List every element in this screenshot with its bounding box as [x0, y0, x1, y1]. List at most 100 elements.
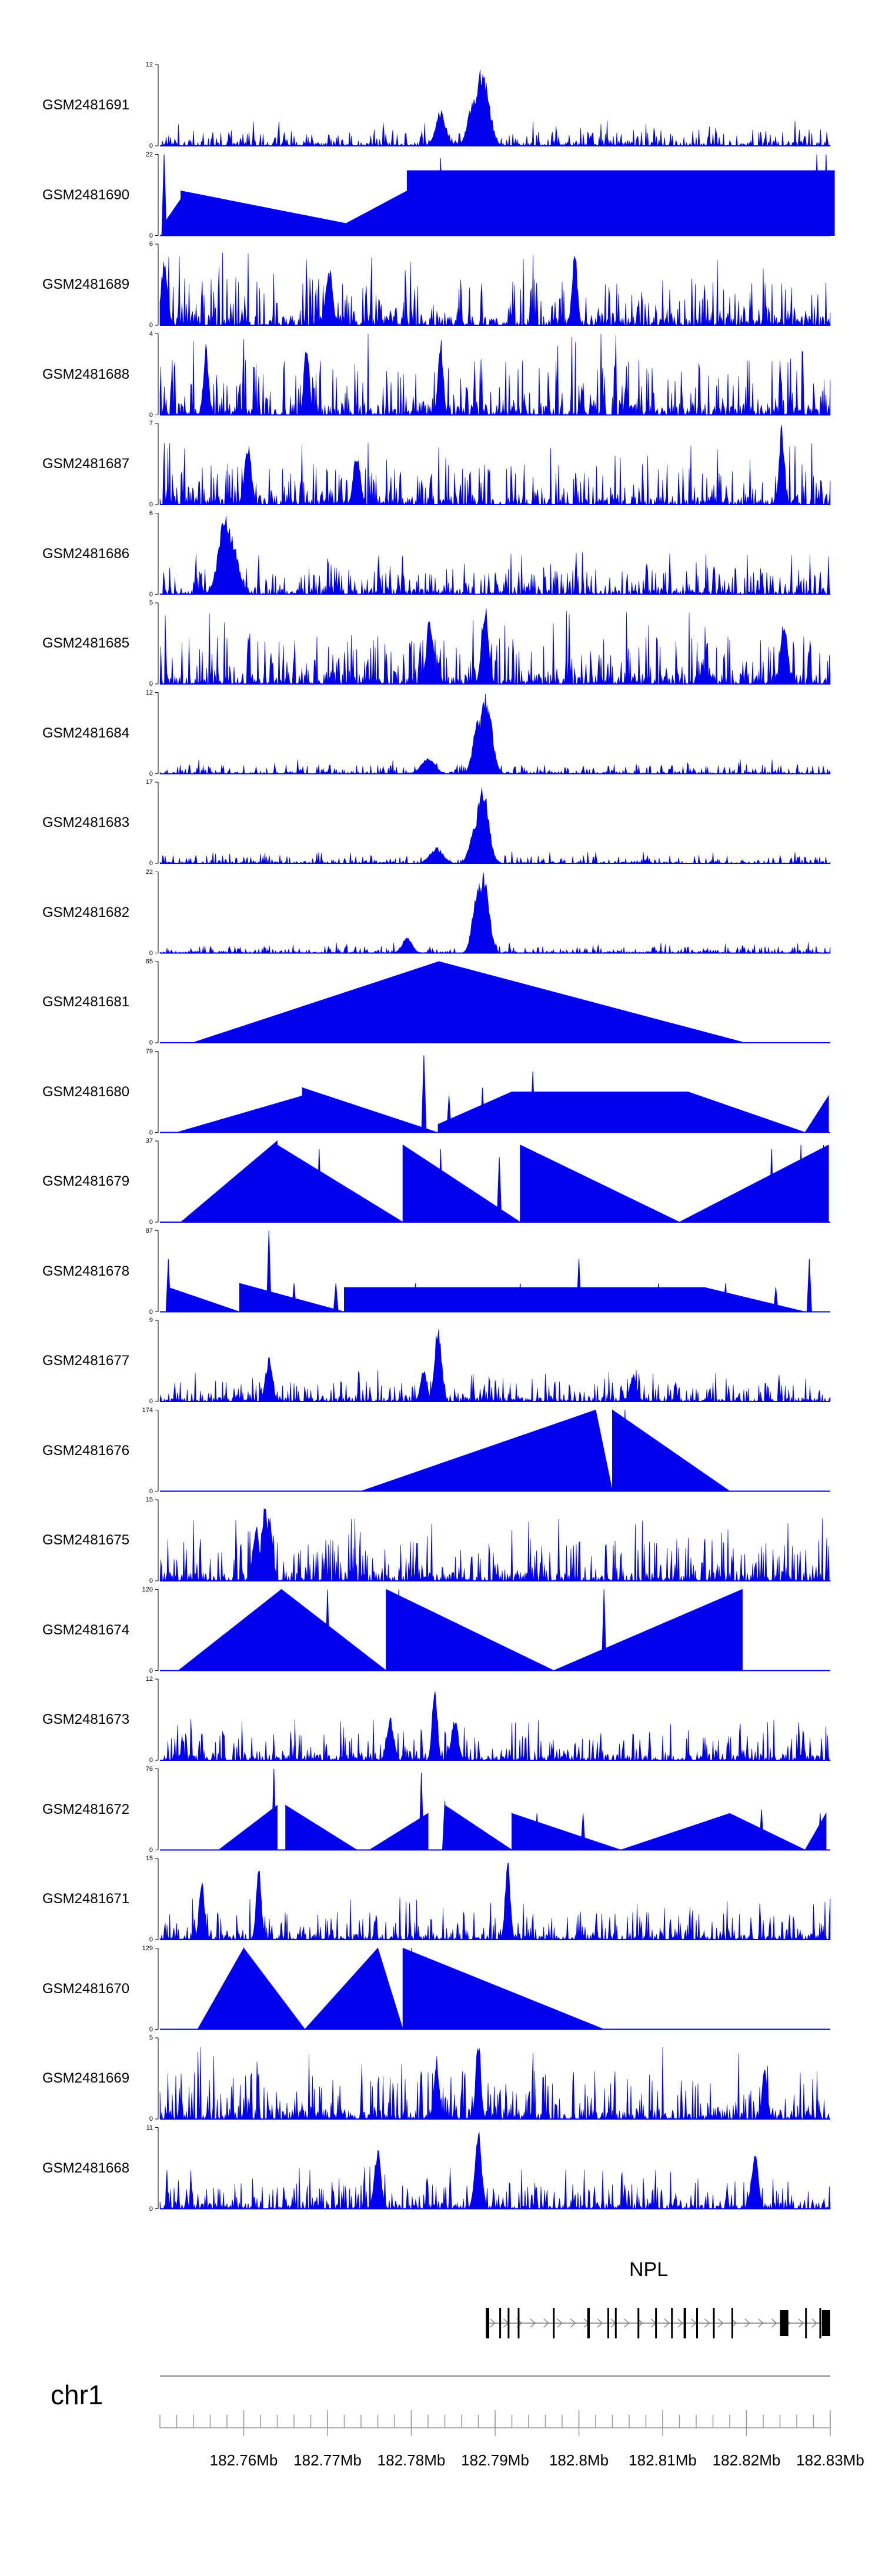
coverage-area [159, 608, 831, 685]
tick-label: 182.8Mb [549, 2451, 609, 2469]
exon [637, 2308, 640, 2338]
tick-label: 182.76Mb [209, 2451, 278, 2469]
coverage-segment [579, 1287, 705, 1312]
strand-arrow [744, 2318, 750, 2328]
chromosome-label: chr1 [51, 2380, 103, 2410]
coverage-spike [266, 1230, 272, 1312]
coverage-area [159, 2132, 831, 2210]
coverage-spike [530, 1071, 536, 1133]
track-GSM2481691 [155, 64, 831, 147]
track-GSM2481678 [155, 1230, 830, 1313]
strand-arrow [490, 2318, 496, 2328]
y-min-label: 0 [149, 1757, 153, 1764]
coverage-spike [437, 158, 443, 236]
y-max-label: 87 [145, 1227, 153, 1234]
coverage-segment [168, 1287, 240, 1312]
coverage-spike [291, 1283, 297, 1312]
coverage-segment [302, 1087, 437, 1133]
y-min-label: 0 [149, 2026, 153, 2033]
coverage-segment [344, 1287, 462, 1312]
y-min-label: 0 [149, 1308, 153, 1316]
track-label: GSM2481685 [42, 635, 130, 651]
coverage-spike [408, 1948, 415, 2030]
coverage-segment [612, 1409, 731, 1491]
strand-arrow [557, 2318, 563, 2328]
coverage-area [159, 873, 831, 954]
coverage-spike [656, 1283, 662, 1312]
track-GSM2481669 [155, 2037, 830, 2120]
coverage-segment [595, 1410, 613, 1491]
y-min-label: 0 [149, 860, 153, 867]
coverage-area [159, 69, 831, 147]
exon [655, 2308, 657, 2338]
y-min-label: 0 [149, 590, 153, 598]
coverage-segment [163, 198, 182, 236]
coverage-area [159, 516, 831, 595]
coverage-segment [620, 1813, 730, 1850]
coverage-area [159, 1862, 831, 1941]
coverage-area [159, 1329, 831, 1403]
y-max-label: 9 [149, 1317, 153, 1324]
exon [553, 2308, 555, 2338]
y-min-label: 0 [149, 949, 153, 957]
exon [683, 2308, 686, 2338]
y-max-label: 17 [145, 779, 153, 786]
coverage-segment [679, 1144, 829, 1223]
coverage-area [159, 2046, 830, 2120]
y-max-label: 15 [145, 1496, 153, 1503]
y-max-label: 12 [145, 689, 153, 696]
genome-axis [159, 2410, 831, 2436]
coverage-spike [316, 1149, 322, 1223]
coverage-spike [806, 1259, 812, 1312]
track-label: GSM2481691 [42, 97, 130, 113]
track-GSM2481685 [155, 602, 831, 685]
strand-arrow [597, 2318, 603, 2328]
track-label: GSM2481669 [42, 2070, 130, 2086]
coverage-segment [439, 961, 745, 1043]
y-min-label: 0 [149, 142, 153, 149]
coverage-segment [181, 190, 407, 236]
y-max-label: 22 [145, 151, 153, 158]
coverage-spike [614, 1096, 620, 1133]
y-max-label: 37 [145, 1137, 153, 1144]
track-label: GSM2481689 [42, 276, 130, 292]
y-max-label: 6 [149, 509, 153, 517]
track-label: GSM2481676 [42, 1442, 130, 1459]
coverage-segment [704, 1287, 806, 1312]
track-GSM2481674 [155, 1589, 830, 1671]
coverage-spike [823, 154, 829, 236]
track-label: GSM2481680 [42, 1083, 130, 1100]
y-min-label: 0 [149, 322, 153, 329]
coverage-spike [817, 1813, 823, 1850]
coverage-spike [165, 1259, 171, 1312]
coverage-spike [759, 1809, 764, 1850]
strand-arrow [530, 2318, 536, 2328]
coverage-segment [360, 1409, 596, 1491]
track-GSM2481688 [155, 333, 831, 416]
y-min-label: 0 [149, 1577, 153, 1584]
coverage-spike [446, 1096, 452, 1133]
exon [614, 2308, 617, 2338]
track-GSM2481676 [155, 1409, 830, 1492]
track-label: GSM2481690 [42, 186, 130, 203]
coverage-segment [304, 1947, 378, 2030]
y-max-label: 79 [145, 1047, 153, 1055]
exon [805, 2308, 807, 2338]
y-min-label: 0 [149, 1936, 153, 1943]
y-min-label: 0 [149, 1219, 153, 1226]
tick-label: 182.79Mb [461, 2451, 529, 2469]
coverage-spike [814, 154, 820, 236]
track-label: GSM2481684 [42, 725, 130, 741]
track-GSM2481670 [155, 1947, 830, 2030]
track-GSM2481679 [155, 1140, 830, 1223]
coverage-spike [437, 1149, 443, 1223]
strand-arrow [543, 2318, 549, 2328]
strand-arrow [758, 2318, 764, 2328]
strand-arrow [717, 2318, 724, 2328]
exon [696, 2308, 698, 2338]
coverage-area [160, 1691, 831, 1761]
coverage-spike [161, 154, 167, 236]
y-max-label: 15 [145, 1855, 153, 1862]
track-GSM2481686 [155, 513, 831, 595]
